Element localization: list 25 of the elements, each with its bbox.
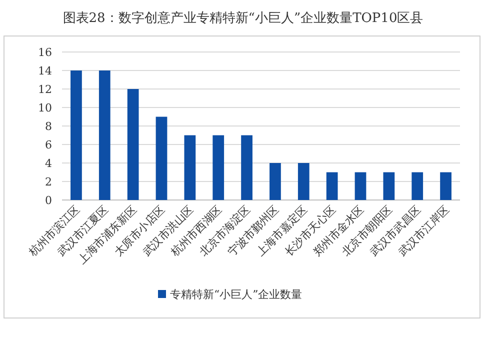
bar bbox=[98, 70, 110, 200]
y-tick-label: 0 bbox=[45, 194, 52, 207]
bar bbox=[383, 172, 395, 200]
y-tick-label: 2 bbox=[45, 176, 52, 188]
bar bbox=[241, 135, 252, 200]
bar bbox=[156, 116, 168, 200]
bar bbox=[212, 135, 224, 200]
bar bbox=[127, 89, 139, 200]
bar bbox=[184, 135, 196, 200]
y-tick-label: 12 bbox=[38, 83, 52, 96]
legend-label: 专精特新“小巨人”企业数量 bbox=[170, 288, 302, 301]
bar bbox=[326, 172, 338, 200]
bar bbox=[440, 172, 452, 200]
bar bbox=[70, 70, 82, 200]
bar bbox=[354, 172, 366, 200]
chart-title: 图表28：数字创意产业专精特新“小巨人”企业数量TOP10区县 bbox=[62, 10, 424, 26]
bar bbox=[412, 172, 424, 200]
y-tick-label: 16 bbox=[38, 46, 52, 59]
y-tick-label: 4 bbox=[45, 157, 52, 170]
bar bbox=[270, 163, 281, 200]
y-tick-label: 14 bbox=[38, 64, 52, 78]
y-tick-label: 6 bbox=[45, 138, 52, 152]
bar bbox=[298, 163, 310, 200]
y-tick-label: 8 bbox=[45, 120, 52, 133]
y-tick-label: 10 bbox=[38, 102, 52, 114]
